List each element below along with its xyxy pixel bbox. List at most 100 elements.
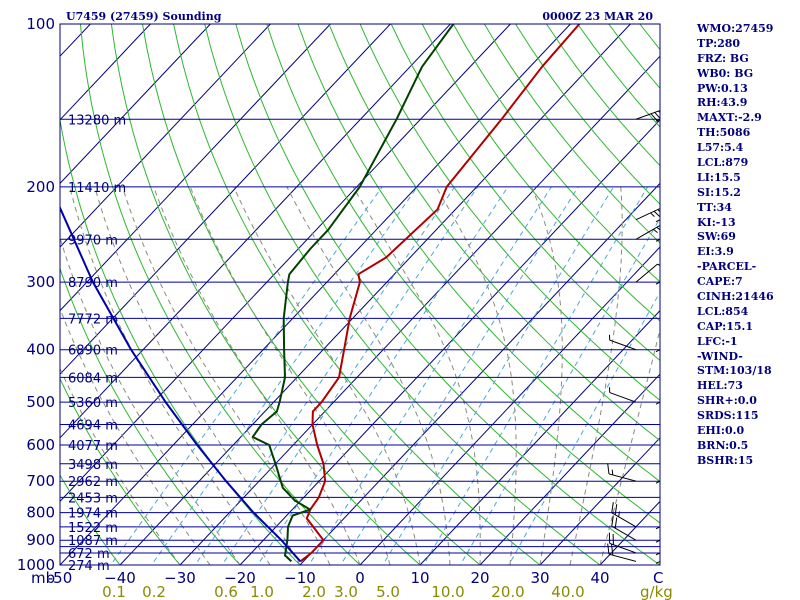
height-label: 6890 m: [68, 344, 118, 359]
height-label: 5360 m: [68, 396, 118, 411]
index-item: BRN:0.5: [697, 438, 749, 452]
wind-barb: [608, 532, 637, 554]
isotherm-line: [60, 24, 571, 565]
wind-barb-flag: [653, 210, 660, 218]
index-item: EHI:0.0: [697, 424, 745, 438]
index-item: MAXT:-2.9: [697, 111, 762, 125]
height-label: 2962 m: [68, 475, 118, 490]
wind-barb-half-flag: [618, 511, 620, 517]
moist-adiabat-line: [121, 186, 331, 565]
wind-barb-flag: [607, 463, 610, 475]
isotherm-line: [60, 24, 151, 121]
temperature-tick-label: −10: [284, 569, 316, 587]
dry-adiabat-line: [173, 24, 541, 565]
mixing-ratio-unit-label: g/kg: [640, 583, 673, 600]
isotherm-line: [359, 246, 660, 565]
wind-barb-flag: [656, 226, 660, 231]
wind-barb: [635, 207, 660, 221]
wind-barb-staff: [635, 224, 660, 240]
wind-barb-flag: [614, 517, 618, 529]
pressure-tick-label: 600: [26, 436, 55, 454]
height-label: 6084 m: [68, 371, 118, 386]
isobar-grid: [60, 24, 660, 565]
pressure-tick-label: 900: [26, 531, 55, 549]
dry-adiabat-line: [328, 24, 660, 442]
index-item: EI:3.9: [697, 245, 734, 259]
height-label: 4077 m: [68, 439, 118, 454]
height-label: 4694 m: [68, 419, 118, 434]
index-item: CAP:15.1: [697, 319, 754, 333]
pressure-unit-label: mb: [31, 569, 55, 587]
wind-level-tick: [655, 526, 660, 530]
mixing-ratio-grid: [110, 186, 660, 565]
dry-adiabat-line: [60, 474, 121, 565]
wind-level-tick: [655, 552, 660, 556]
wind-barb-half-flag: [653, 228, 658, 234]
wind-barb-flag: [614, 504, 618, 515]
plot-frame: [59, 23, 661, 566]
index-item: STM:103/18: [697, 364, 772, 378]
temperature-tick-label: −20: [224, 569, 256, 587]
index-item: KI:-13: [697, 215, 736, 229]
wind-barb-staff: [609, 542, 637, 554]
index-item: LI:15.5: [697, 170, 741, 184]
wind-level-tick: [655, 480, 660, 484]
height-label: 11410 m: [68, 181, 126, 196]
isotherm-line: [60, 24, 211, 185]
mixing-ratio-line: [382, 186, 614, 565]
isotherm-grid: [60, 24, 660, 565]
moist-adiabat-line: [569, 186, 623, 565]
mixing-ratio-line: [194, 186, 456, 565]
wind-barb: [607, 543, 637, 562]
wind-level-tick: [655, 539, 660, 543]
isotherm-line: [60, 24, 511, 503]
mixing-ratio-tick-label: 20.0: [491, 583, 524, 600]
wind-barbs: [607, 109, 660, 564]
index-item: BSHR:15: [697, 453, 754, 467]
index-item: RH:43.9: [697, 96, 748, 110]
wind-barb-flag: [654, 112, 660, 119]
dry-adiabat-line: [60, 116, 301, 565]
isotherm-line: [60, 24, 451, 439]
dewpoint-line: [251, 24, 455, 563]
wind-level-tick: [655, 349, 660, 353]
chart-time: 0000Z 23 MAR 20: [542, 10, 653, 23]
index-item: CAPE:7: [697, 275, 743, 289]
index-item: L57:5.4: [697, 141, 744, 155]
dry-adiabat-line: [421, 24, 660, 322]
index-item: HEL:73: [697, 379, 743, 393]
index-item: PW:0.13: [697, 81, 748, 95]
dry-adiabat-line: [266, 24, 660, 524]
mixing-ratio-tick-label: 0.6: [214, 583, 238, 600]
wind-barb-flag: [657, 209, 660, 213]
wind-barb-flag: [611, 502, 614, 513]
index-item: WB0: BG: [697, 66, 754, 80]
dry-adiabat-line: [359, 24, 660, 401]
temperature-tick-label: 0: [355, 569, 365, 587]
dry-adiabat-line: [452, 24, 660, 283]
dry-adiabat-grid: [60, 24, 660, 565]
dry-adiabat-line: [110, 24, 421, 565]
temperature-tick-label: −30: [164, 569, 196, 587]
index-item: WMO:27459: [697, 22, 774, 35]
wind-level-tick: [655, 219, 660, 223]
temperature-tick-label: -50: [48, 569, 73, 587]
wind-barb: [609, 334, 637, 351]
dry-adiabat-line: [142, 24, 481, 565]
wind-barb-staff: [635, 263, 658, 283]
isotherm-line: [179, 55, 660, 565]
mixing-ratio-line: [221, 186, 479, 565]
index-item: TH:5086: [697, 126, 751, 140]
temperature-tick-label: 40: [590, 569, 609, 587]
indices-panel: WMO:27459 TP:280 FRZ: BG WB0: BG PW:0.13 RH:4…: [697, 22, 800, 469]
dry-adiabat-line: [60, 377, 181, 565]
temperature-unit-label: C: [653, 569, 663, 587]
mixing-ratio-line: [340, 186, 579, 565]
pressure-tick-label: 400: [26, 341, 55, 359]
mixing-ratio-tick-label: 0.2: [142, 583, 166, 600]
wind-barb-staff: [609, 339, 637, 351]
pressure-tick-label: 700: [26, 472, 55, 490]
